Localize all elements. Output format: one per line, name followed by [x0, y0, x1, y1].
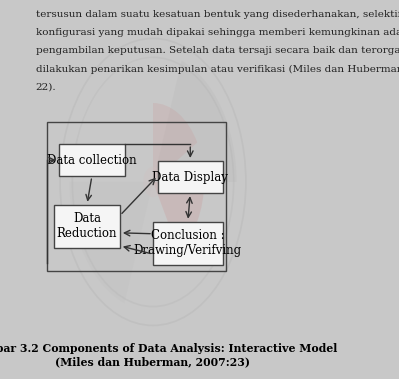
- Text: Gambar 3.2 Components of Data Analysis: Interactive Model
(Miles dan Huberman, 2: Gambar 3.2 Components of Data Analysis: …: [0, 343, 338, 367]
- Text: 22).: 22).: [36, 83, 56, 92]
- Text: Data
Reduction: Data Reduction: [57, 212, 117, 240]
- Wedge shape: [153, 61, 237, 182]
- Bar: [54, 205, 120, 248]
- Wedge shape: [75, 53, 153, 182]
- Bar: [47, 122, 226, 271]
- Text: dilakukan penarikan kesimpulan atau verifikasi (Miles dan Huberman, 2007:21-: dilakukan penarikan kesimpulan atau veri…: [36, 64, 399, 74]
- Text: pengambilan keputusan. Setelah data tersaji secara baik dan terorganisasi maka: pengambilan keputusan. Setelah data ters…: [36, 46, 399, 55]
- Bar: [59, 144, 125, 176]
- Bar: [153, 222, 223, 265]
- Circle shape: [143, 167, 163, 197]
- Wedge shape: [153, 103, 197, 182]
- Bar: [158, 161, 223, 193]
- Text: Data collection: Data collection: [47, 154, 137, 167]
- Wedge shape: [153, 182, 204, 250]
- Text: Data Display: Data Display: [152, 171, 228, 184]
- Text: konfigurasi yang mudah dipakai sehingga memberi kemungkinan adanya: konfigurasi yang mudah dipakai sehingga …: [36, 28, 399, 37]
- Text: Conclusion :
Drawing/Verifving: Conclusion : Drawing/Verifving: [134, 229, 242, 257]
- Wedge shape: [69, 182, 153, 303]
- Text: tersusun dalam suatu kesatuan bentuk yang disederhanakan, selektif dalam: tersusun dalam suatu kesatuan bentuk yan…: [36, 10, 399, 19]
- Wedge shape: [153, 182, 231, 311]
